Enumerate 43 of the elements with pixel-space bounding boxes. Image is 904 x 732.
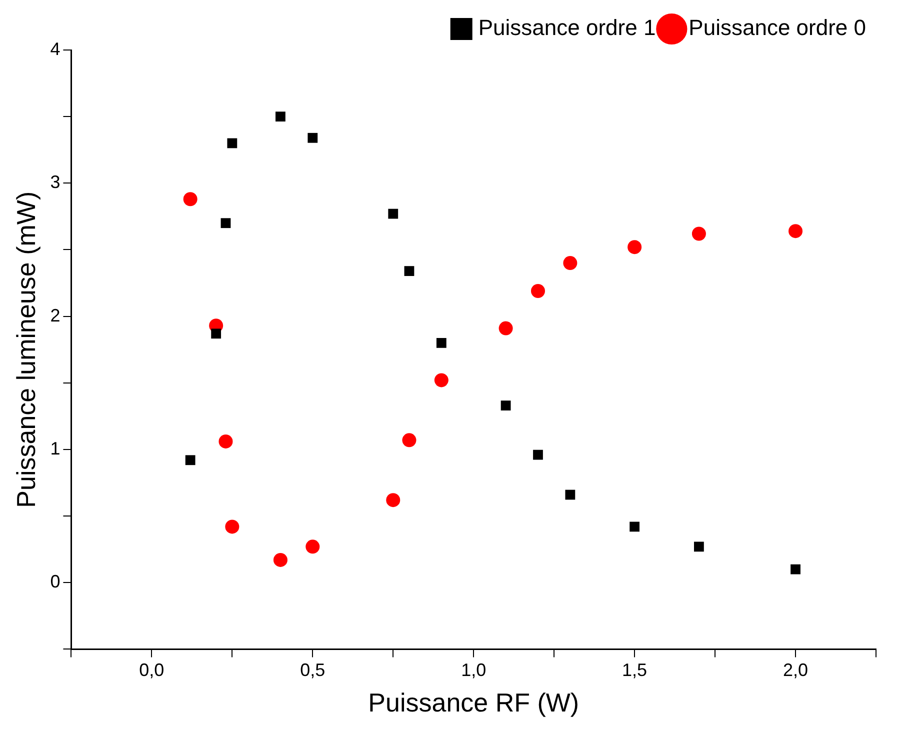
point — [436, 338, 446, 348]
point — [308, 132, 318, 143]
point — [183, 192, 198, 206]
point — [533, 450, 543, 460]
point — [563, 256, 578, 270]
point — [273, 552, 288, 567]
y-tick-label: 0 — [50, 572, 60, 592]
x-tick-label: 1,5 — [622, 660, 648, 680]
point — [386, 493, 400, 508]
legend-label: Puissance ordre 0 — [688, 15, 866, 40]
point — [498, 321, 513, 336]
y-tick-label: 3 — [50, 172, 60, 192]
point — [530, 284, 545, 298]
point — [388, 208, 398, 219]
point — [500, 400, 511, 410]
point — [185, 455, 196, 466]
point — [404, 266, 414, 276]
y-tick-label: 2 — [50, 305, 60, 326]
point — [276, 112, 286, 122]
point — [692, 226, 706, 241]
point — [694, 542, 704, 552]
y-axis-title: Puissance lumineuse (mW) — [10, 191, 41, 508]
x-tick-label: 2,0 — [783, 660, 808, 680]
point — [565, 490, 576, 500]
x-tick-label: 0,0 — [139, 660, 164, 680]
y-tick-label: 1 — [50, 438, 60, 458]
point — [628, 240, 642, 254]
point — [306, 540, 320, 554]
point — [211, 328, 222, 339]
point — [402, 433, 416, 448]
point — [434, 373, 448, 388]
x-tick-label: 1,0 — [461, 660, 486, 680]
point — [220, 218, 231, 228]
point — [218, 434, 233, 448]
point — [225, 520, 240, 534]
point — [630, 522, 640, 532]
x-axis-title: Puissance RF (W) — [368, 688, 580, 718]
y-tick-label: 4 — [50, 38, 60, 59]
legend-label: Puissance ordre 1 — [478, 15, 656, 40]
point — [788, 224, 803, 238]
point — [227, 138, 238, 148]
x-tick-label: 0,5 — [300, 660, 326, 680]
point — [790, 564, 800, 574]
